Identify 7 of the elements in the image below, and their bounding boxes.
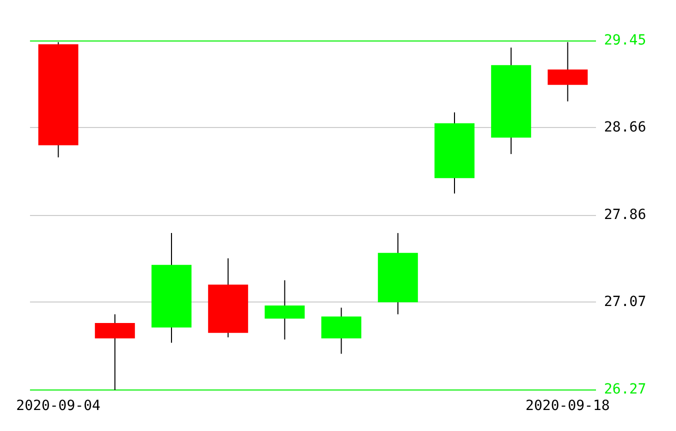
x-tick-label: 2020-09-18 bbox=[526, 398, 610, 414]
y-tick-label: 29.45 bbox=[604, 32, 646, 49]
x-tick-label: 2020-09-04 bbox=[16, 398, 100, 414]
y-tick-label: 27.07 bbox=[604, 294, 646, 310]
y-tick-label: 28.66 bbox=[604, 119, 646, 136]
y-tick-label: 27.86 bbox=[604, 207, 646, 224]
y-tick-label: 26.27 bbox=[604, 382, 646, 398]
